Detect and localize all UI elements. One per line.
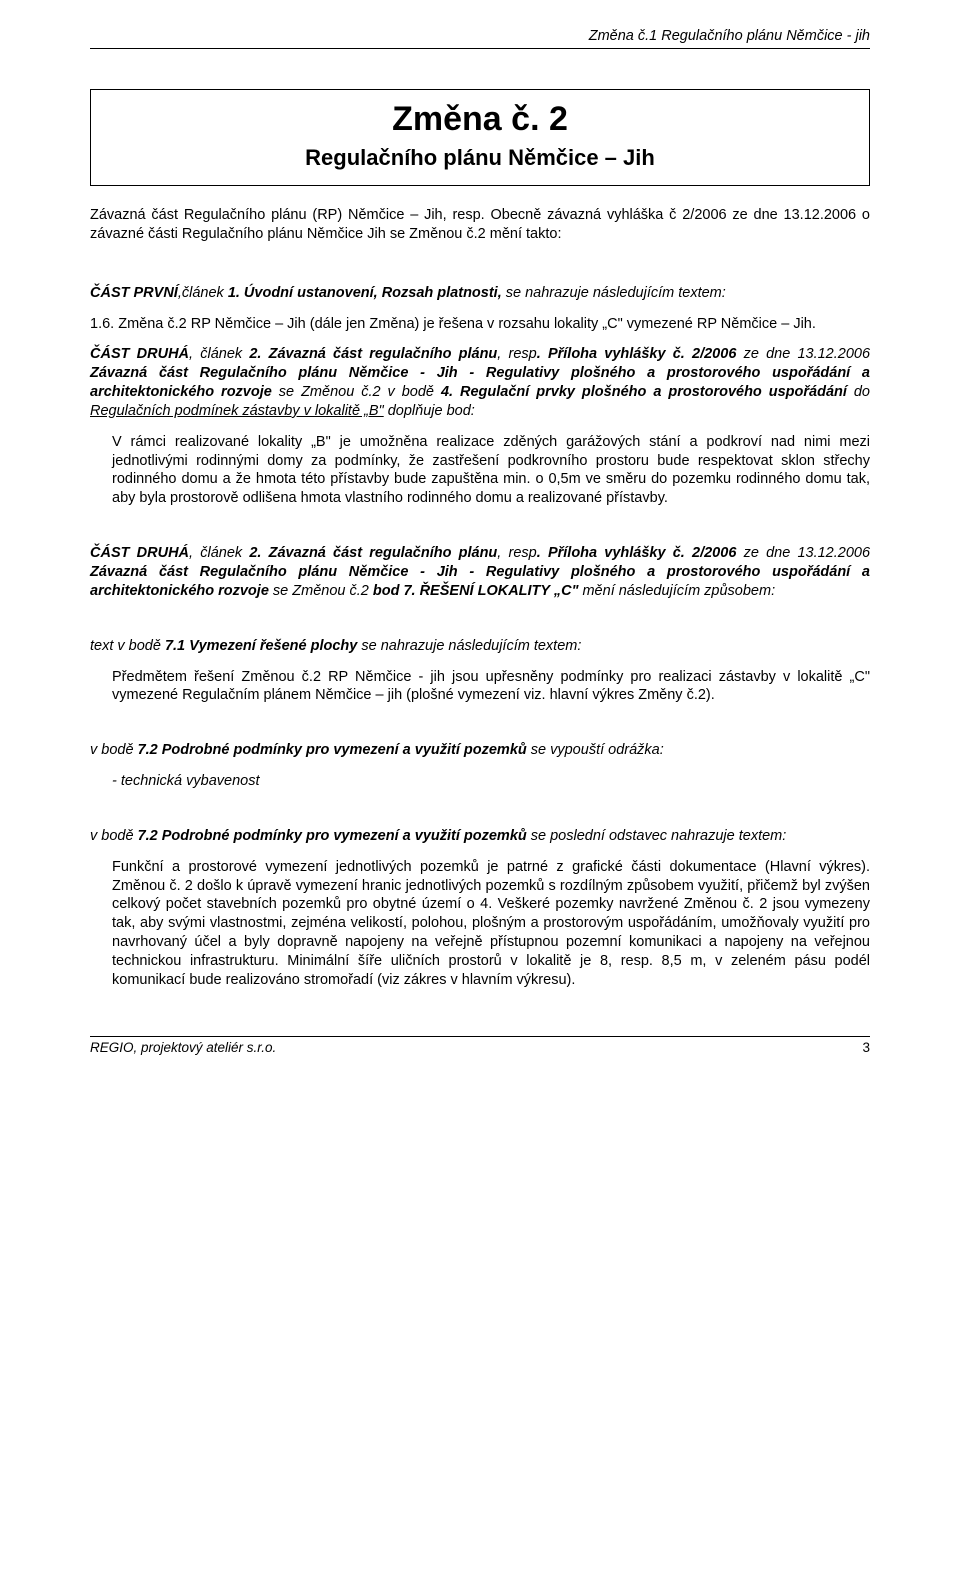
- part1-lead-c: 1. Úvodní ustanovení, Rozsah platnosti,: [228, 285, 502, 301]
- part2a-body: V rámci realizované lokality „B" je umož…: [112, 433, 870, 508]
- p2a-a: ČÁST DRUHÁ: [90, 346, 189, 362]
- title-main: Změna č. 2: [99, 100, 861, 139]
- part1-lead-d: se nahrazuje následujícím textem:: [502, 285, 726, 301]
- sec72b-lead: v bodě 7.2 Podrobné podmínky pro vymezen…: [90, 827, 870, 846]
- s71-c: se nahrazuje následujícím textem:: [357, 638, 581, 654]
- p2a-l: doplňuje bod:: [384, 403, 475, 419]
- p2a-b: , článek: [189, 346, 249, 362]
- p2a-i: 4. Regulační prvky plošného a prostorové…: [441, 384, 847, 400]
- footer-right: 3: [862, 1040, 870, 1055]
- part1-lead-b: ,článek: [178, 285, 228, 301]
- page-footer: REGIO, projektový ateliér s.r.o. 3: [90, 1036, 870, 1055]
- running-header: Změna č.1 Regulačního plánu Němčice - ji…: [90, 28, 870, 49]
- p2a-f: ze dne 13.12.2006: [736, 346, 870, 362]
- part1-lead: ČÁST PRVNÍ,článek 1. Úvodní ustanovení, …: [90, 284, 870, 303]
- s72b-a: v bodě: [90, 828, 138, 844]
- footer-left: REGIO, projektový ateliér s.r.o.: [90, 1040, 276, 1055]
- intro-paragraph: Závazná část Regulačního plánu (RP) Němč…: [90, 206, 870, 244]
- p2b-j: mění následujícím způsobem:: [578, 583, 775, 599]
- title-sub: Regulačního plánu Němčice – Jih: [99, 145, 861, 171]
- p2a-e: . Příloha vyhlášky č. 2/2006: [537, 346, 737, 362]
- p2a-d: , resp: [497, 346, 536, 362]
- p2a-c: 2. Závazná část regulačního plánu: [249, 346, 497, 362]
- sec72a-bullet: - technická vybavenost: [112, 772, 870, 791]
- p2b-f: ze dne 13.12.2006: [736, 545, 870, 561]
- s72b-c: se poslední odstavec nahrazuje textem:: [527, 828, 787, 844]
- part1-body: 1.6. Změna č.2 RP Němčice – Jih (dále je…: [90, 315, 870, 334]
- p2b-e: . Příloha vyhlášky č. 2/2006: [537, 545, 737, 561]
- part2a-lead: ČÁST DRUHÁ, článek 2. Závazná část regul…: [90, 345, 870, 420]
- s72b-b: 7.2 Podrobné podmínky pro vymezení a vyu…: [138, 828, 527, 844]
- part2b-lead: ČÁST DRUHÁ, článek 2. Závazná část regul…: [90, 544, 870, 601]
- p2b-i: bod 7. ŘEŠENÍ LOKALITY „C": [373, 583, 579, 599]
- part1-lead-a: ČÁST PRVNÍ: [90, 285, 178, 301]
- p2b-b: , článek: [189, 545, 249, 561]
- s71-a: text v bodě: [90, 638, 165, 654]
- intro-text: Závazná část Regulačního plánu (RP) Němč…: [90, 207, 870, 242]
- sec71-lead: text v bodě 7.1 Vymezení řešené plochy s…: [90, 637, 870, 656]
- p2b-a: ČÁST DRUHÁ: [90, 545, 189, 561]
- sec71-body: Předmětem řešení Změnou č.2 RP Němčice -…: [112, 668, 870, 706]
- running-title: Změna č.1 Regulačního plánu Němčice - ji…: [589, 28, 870, 44]
- p2b-c: 2. Závazná část regulačního plánu: [249, 545, 497, 561]
- p2b-d: , resp: [497, 545, 536, 561]
- p2a-k: Regulačních podmínek zástavby v lokalitě…: [90, 403, 384, 419]
- s71-b: 7.1 Vymezení řešené plochy: [165, 638, 357, 654]
- sec72a-lead: v bodě 7.2 Podrobné podmínky pro vymezen…: [90, 741, 870, 760]
- p2a-j: do: [847, 384, 870, 400]
- p2a-h: se Změnou č.2 v bodě: [272, 384, 441, 400]
- s72a-b: 7.2 Podrobné podmínky pro vymezení a vyu…: [138, 742, 527, 758]
- sec72b-body: Funkční a prostorové vymezení jednotlivý…: [112, 858, 870, 990]
- s72a-a: v bodě: [90, 742, 138, 758]
- p2b-h: se Změnou č.2: [269, 583, 373, 599]
- s72a-c: se vypouští odrážka:: [527, 742, 664, 758]
- title-box: Změna č. 2 Regulačního plánu Němčice – J…: [90, 89, 870, 186]
